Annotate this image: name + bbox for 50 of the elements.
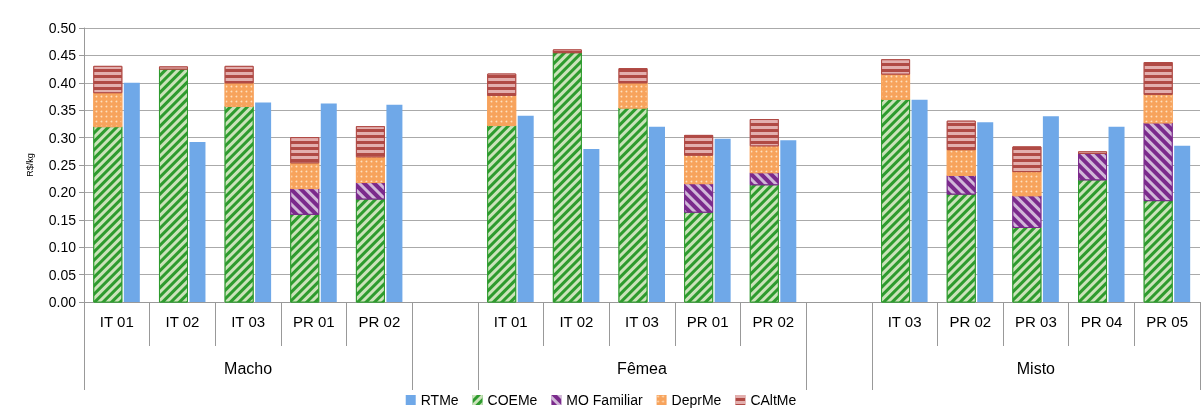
bar bbox=[255, 102, 272, 302]
y-tick-label: 0.20 bbox=[48, 184, 77, 201]
bar bbox=[320, 103, 337, 302]
x-tick-label: PR 02 bbox=[358, 313, 401, 330]
y-tick-label: 0.40 bbox=[48, 74, 77, 91]
x-tick-label: IT 03 bbox=[231, 313, 266, 330]
y-tick-label: 0.45 bbox=[48, 47, 77, 64]
y-tick-label: 0.00 bbox=[48, 294, 77, 310]
y-axis-title: R$/kg bbox=[24, 153, 35, 177]
bar bbox=[977, 122, 994, 302]
y-tick-label: 0.15 bbox=[48, 211, 77, 228]
x-tick-label: PR 01 bbox=[292, 313, 335, 330]
bar bbox=[189, 141, 206, 302]
legend-label: CAltMe bbox=[750, 392, 797, 408]
x-tick-label: IT 01 bbox=[493, 313, 528, 330]
x-tick-label: IT 01 bbox=[99, 313, 134, 330]
y-tick-label: 0.30 bbox=[48, 129, 77, 146]
bar bbox=[649, 126, 665, 302]
y-tick-label: 0.50 bbox=[48, 20, 77, 36]
x-tick-label: PR 02 bbox=[949, 313, 992, 330]
x-tick-label: PR 02 bbox=[752, 313, 795, 330]
bar bbox=[583, 149, 600, 302]
x-tick-label: IT 03 bbox=[887, 313, 922, 330]
bar bbox=[123, 82, 140, 302]
y-tick-label: 0.25 bbox=[48, 157, 77, 173]
bar bbox=[517, 115, 534, 302]
text: Macho bbox=[224, 359, 273, 377]
legend-label: DeprMe bbox=[671, 392, 722, 408]
x-tick-label: PR 04 bbox=[1080, 313, 1123, 330]
x-tick-label: IT 02 bbox=[165, 313, 200, 330]
x-tick-label: PR 05 bbox=[1146, 313, 1189, 330]
x-tick-label: IT 03 bbox=[625, 313, 659, 330]
bar bbox=[1174, 145, 1191, 302]
x-tick-label: PR 01 bbox=[686, 313, 729, 330]
x-tick-label: PR 03 bbox=[1015, 313, 1057, 330]
legend-label: RTMe bbox=[420, 392, 459, 408]
bar bbox=[714, 138, 731, 302]
y-tick-label: 0.05 bbox=[48, 266, 77, 283]
y-tick-label: 0.10 bbox=[48, 239, 77, 256]
bar bbox=[1042, 116, 1059, 302]
text: Misto bbox=[1016, 359, 1056, 377]
text: Fêmea bbox=[617, 359, 667, 377]
bar bbox=[386, 104, 403, 302]
x-tick-label: IT 02 bbox=[559, 313, 594, 330]
legend-label: MO Familiar bbox=[566, 392, 643, 408]
y-tick-label: 0.35 bbox=[48, 102, 77, 119]
bar bbox=[1108, 126, 1125, 302]
legend-label: COEMe bbox=[487, 392, 538, 408]
bar bbox=[911, 99, 928, 302]
bar bbox=[780, 140, 797, 302]
